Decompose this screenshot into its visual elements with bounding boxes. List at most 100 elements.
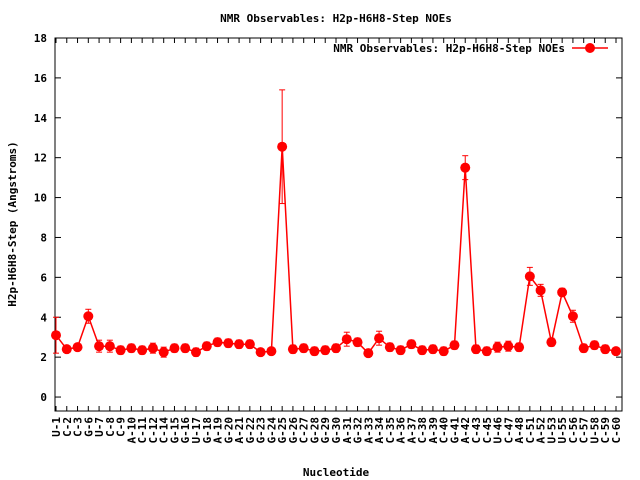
x-tick-label: A-48 [513,417,526,444]
x-tick-label: G-25 [276,417,289,444]
data-point [61,344,72,355]
data-point [51,330,61,341]
data-point [201,341,212,352]
x-tick-label: G-30 [330,417,343,444]
x-tick-label: C-57 [578,417,591,444]
data-point [546,337,557,348]
y-tick-label: 8 [40,231,47,244]
data-point [374,333,385,344]
x-tick-label: C-35 [384,417,397,444]
x-tick-label: A-52 [535,417,548,444]
data-point [115,345,126,356]
data-point [578,343,589,354]
data-point [471,344,481,355]
x-tick-label: C-2 [61,417,74,437]
x-tick-label: C-8 [104,417,117,437]
x-tick-label: A-21 [233,417,246,444]
x-axis: U-1C-2C-3G-6U-7C-8C-9A-10C-11C-12C-14G-1… [50,38,623,444]
x-tick-label: A-33 [362,417,375,444]
x-tick-label: A-19 [212,417,225,444]
x-tick-label: U-46 [492,417,505,444]
legend: NMR Observables: H2p-H6H8-Step NOEs [333,42,608,55]
y-axis-label: H2p-H6H8-Step (Angstroms) [6,141,19,307]
data-point [137,345,148,356]
x-tick-label: C-9 [115,417,128,437]
x-tick-label: U-53 [545,417,558,444]
data-point [589,340,600,351]
x-tick-label: A-31 [341,417,354,444]
data-point [147,343,158,354]
data-point [406,339,417,350]
plot-frame [54,37,623,412]
data-point [266,346,277,357]
data-point [94,341,105,352]
data-point [341,334,352,345]
x-tick-label: U-1 [50,417,63,437]
y-tick-label: 18 [34,32,47,45]
x-tick-label: A-37 [405,417,418,444]
data-point [180,343,191,354]
data-point [126,343,137,354]
y-tick-label: 4 [40,311,47,324]
data-point [352,337,363,348]
x-tick-label: G-16 [179,417,192,444]
data-point [481,346,492,357]
data-point [320,345,331,356]
x-tick-label: A-34 [373,417,386,444]
series-line [184,146,617,355]
x-tick-label: U-7 [93,417,106,437]
x-tick-label: C-51 [524,417,537,444]
data-point [395,345,406,356]
x-tick-label: C-11 [136,417,149,444]
data-point [524,271,535,282]
data-point [212,337,223,348]
data-point [191,347,201,358]
x-axis-label: Nucleotide [303,466,370,479]
y-tick-label: 16 [34,72,48,85]
series-lines [55,146,617,355]
data-point [600,344,611,355]
x-tick-label: G-24 [265,417,278,444]
x-tick-label: C-45 [481,417,494,444]
x-tick-label: C-47 [502,417,515,444]
x-tick-label: G-15 [168,417,181,444]
x-tick-label: G-28 [308,417,321,444]
data-points [51,141,621,359]
data-point [460,162,471,173]
x-tick-label: G-32 [352,417,365,444]
data-point [492,342,503,353]
legend-marker [585,43,595,53]
data-point [567,311,578,322]
data-point [557,287,568,298]
y-tick-label: 14 [34,112,48,125]
data-point [514,342,525,353]
x-tick-label: U-17 [190,417,203,444]
data-point [427,344,438,355]
data-point [438,346,449,357]
data-point [169,343,180,354]
data-point [255,347,266,358]
x-tick-label: C-38 [416,417,429,444]
x-tick-label: G-20 [222,417,235,444]
data-point [72,342,83,353]
data-point [449,340,460,351]
data-point [277,141,288,152]
x-tick-label: G-29 [319,417,332,444]
data-point [363,348,374,359]
x-tick-label: C-59 [599,417,612,444]
x-tick-label: C-40 [438,417,451,444]
data-point [331,343,341,354]
data-point [384,342,395,353]
y-tick-label: 10 [34,192,47,205]
data-point [309,346,320,357]
x-tick-label: G-23 [255,417,268,444]
x-tick-label: C-12 [147,417,160,444]
y-tick-label: 2 [40,351,47,364]
x-tick-label: A-10 [125,417,138,444]
data-point [244,339,255,350]
y-tick-label: 0 [40,391,47,404]
x-tick-label: G-41 [448,417,461,444]
x-tick-label: C-43 [470,417,483,444]
data-point [611,346,621,357]
